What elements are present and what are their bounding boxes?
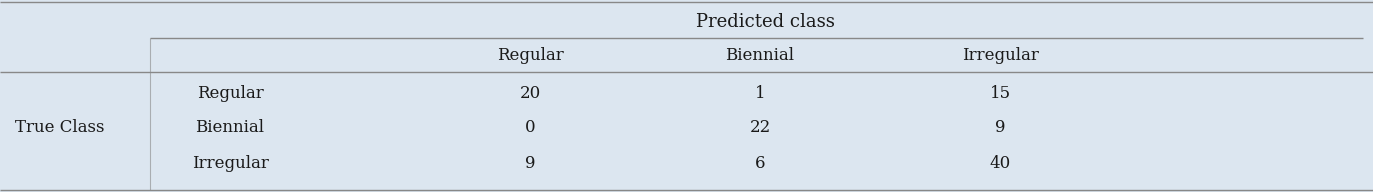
Text: True Class: True Class (15, 119, 104, 137)
Text: Regular: Regular (196, 84, 264, 102)
Text: Biennial: Biennial (195, 119, 265, 137)
Text: 0: 0 (524, 119, 535, 137)
Text: 9: 9 (995, 119, 1005, 137)
Text: Biennial: Biennial (725, 46, 795, 64)
Text: 9: 9 (524, 155, 535, 171)
Text: 1: 1 (755, 84, 765, 102)
Text: Irregular: Irregular (961, 46, 1038, 64)
Text: 20: 20 (519, 84, 541, 102)
Text: Irregular: Irregular (192, 155, 269, 171)
Text: 22: 22 (750, 119, 770, 137)
Text: 6: 6 (755, 155, 765, 171)
Text: 15: 15 (990, 84, 1011, 102)
Text: 40: 40 (990, 155, 1011, 171)
Text: Predicted class: Predicted class (696, 13, 835, 31)
Text: Regular: Regular (497, 46, 563, 64)
